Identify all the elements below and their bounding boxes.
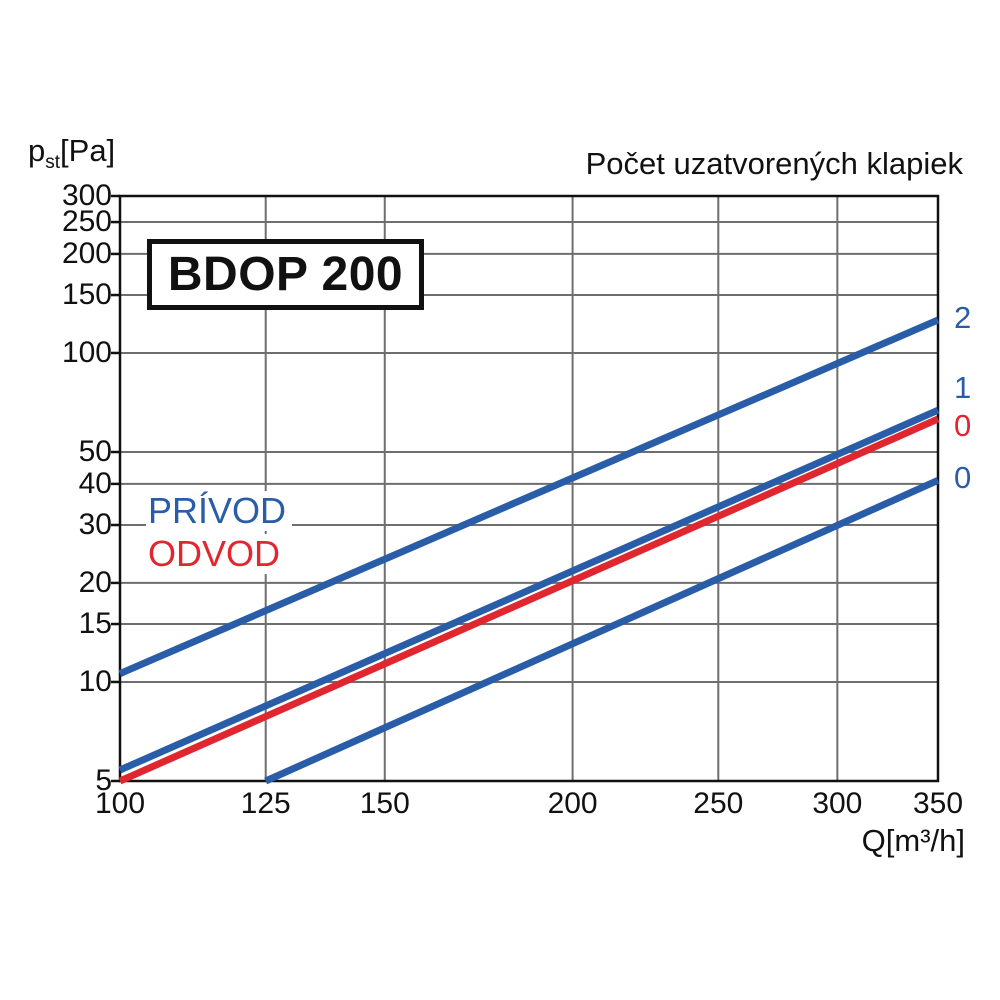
legend-item-privod: PRÍVOD (146, 491, 293, 531)
x-tick-label-100: 100 (94, 787, 146, 820)
series-line-1 (118, 406, 940, 774)
series-end-label-3: 0 (954, 460, 972, 496)
x-tick-label-250: 250 (693, 787, 744, 820)
series-end-label-1: 1 (954, 370, 972, 406)
y-tick-label-250: 250 (61, 205, 112, 239)
x-tick-label-200: 200 (547, 787, 598, 820)
y-tick-label-300: 300 (61, 179, 112, 212)
series-end-label-2: 0 (954, 407, 972, 443)
series-line-3 (264, 477, 940, 785)
plot-border (118, 194, 940, 783)
series-end-label-0: 2 (954, 299, 972, 335)
x-tick-label-150: 150 (359, 787, 410, 820)
y-axis-label-unit: [Pa] (60, 133, 116, 168)
y-axis-label-symbol: p (28, 133, 46, 168)
x-tick-label-125: 125 (240, 787, 291, 820)
x-tick-label-300: 300 (812, 787, 863, 820)
y-tick-label-50: 50 (78, 435, 112, 468)
model-label: BDOP 200 (167, 248, 404, 301)
y-axis-label-subscript: st (45, 152, 61, 174)
y-tick-label-15: 15 (78, 607, 112, 641)
y-axis-label: pst[Pa] (28, 133, 116, 173)
y-tick-label-100: 100 (61, 335, 112, 369)
y-tick-label-10: 10 (78, 664, 112, 698)
y-tick-label-5: 5 (95, 764, 112, 797)
series-line-2 (118, 415, 940, 785)
series-line-0 (118, 316, 940, 677)
legend-item-odvod: ODVOD (146, 534, 287, 574)
chart-title: Počet uzatvorených klapiek (585, 146, 963, 181)
y-tick-label-40: 40 (78, 466, 112, 500)
x-tick-label-350: 350 (912, 787, 964, 820)
y-tick-label-20: 20 (78, 565, 112, 599)
y-tick-label-30: 30 (78, 507, 112, 541)
y-tick-label-200: 200 (61, 236, 112, 270)
y-tick-label-150: 150 (61, 278, 112, 312)
x-axis-label: Q[m³/h] (861, 823, 965, 858)
model-box: BDOP 200 (147, 239, 424, 310)
